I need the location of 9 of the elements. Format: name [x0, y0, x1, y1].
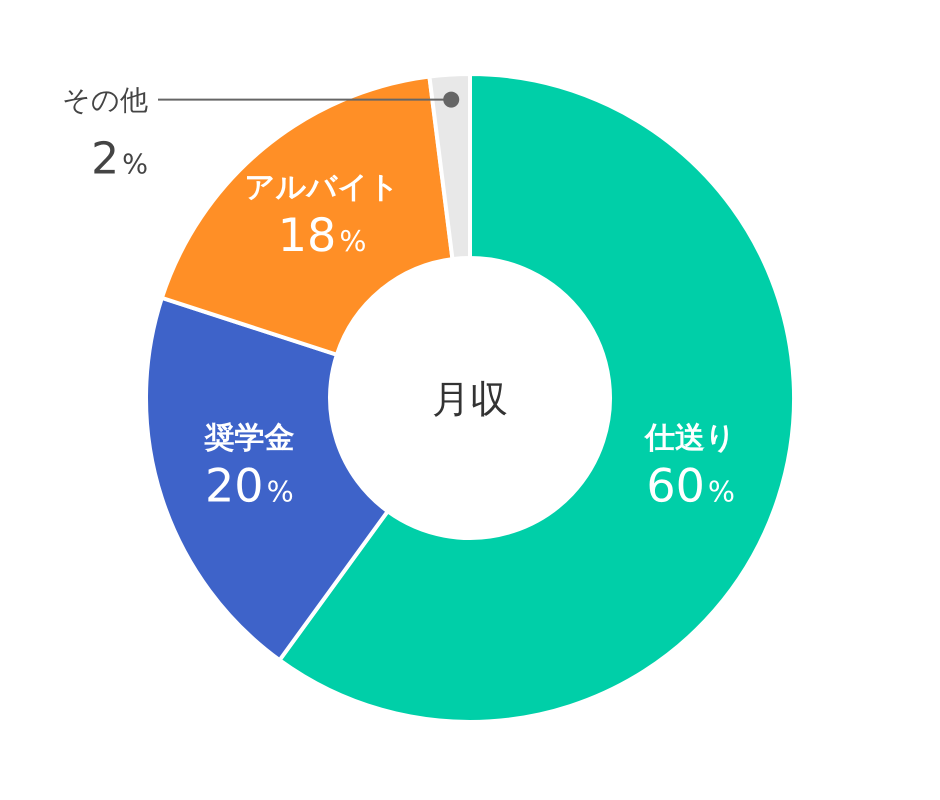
data-label: 2% — [91, 134, 148, 185]
slice-label: その他 — [62, 84, 148, 117]
data-label: 20% — [205, 458, 294, 513]
data-label: 60% — [646, 458, 735, 513]
slice-label: アルバイト — [244, 170, 400, 206]
text: 月収 — [432, 377, 508, 421]
slice-label: 奨学金 — [203, 420, 294, 456]
slice-label: 仕送り — [643, 420, 736, 456]
data-label: 18% — [278, 208, 366, 262]
